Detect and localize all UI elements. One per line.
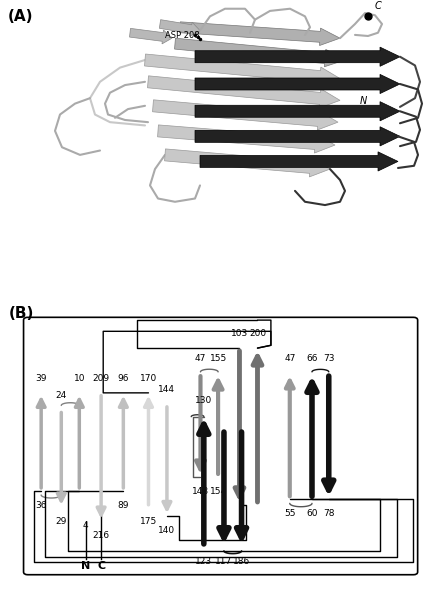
- Polygon shape: [200, 152, 397, 171]
- Polygon shape: [129, 28, 172, 44]
- Text: 123: 123: [195, 557, 212, 565]
- Polygon shape: [159, 19, 200, 36]
- Text: (A): (A): [8, 9, 33, 24]
- Text: 154: 154: [209, 487, 226, 495]
- Text: 103: 103: [230, 329, 247, 338]
- Text: N: N: [359, 95, 367, 105]
- Text: 55: 55: [283, 509, 295, 518]
- Text: 39: 39: [35, 374, 47, 383]
- Polygon shape: [174, 38, 344, 67]
- Text: 170: 170: [140, 374, 157, 383]
- Text: N: N: [81, 561, 90, 571]
- Text: 4: 4: [83, 521, 88, 530]
- Text: 175: 175: [140, 517, 157, 527]
- Polygon shape: [194, 127, 399, 146]
- Text: 36: 36: [35, 501, 47, 509]
- Text: 117: 117: [215, 557, 232, 565]
- Polygon shape: [147, 76, 339, 108]
- Text: 200: 200: [248, 329, 265, 338]
- Polygon shape: [194, 74, 399, 94]
- Text: 73: 73: [322, 355, 334, 363]
- Text: ASP 208: ASP 208: [165, 31, 199, 40]
- Polygon shape: [194, 47, 399, 67]
- Text: 130: 130: [195, 396, 212, 405]
- Text: (B): (B): [9, 306, 34, 321]
- Polygon shape: [144, 54, 339, 86]
- Text: 216: 216: [92, 531, 110, 540]
- Text: 66: 66: [306, 355, 317, 363]
- Text: C: C: [374, 1, 381, 11]
- Polygon shape: [157, 125, 334, 153]
- Text: 24: 24: [56, 391, 67, 400]
- Text: 47: 47: [194, 355, 206, 363]
- Polygon shape: [194, 102, 399, 121]
- Polygon shape: [179, 22, 339, 45]
- Text: 78: 78: [322, 509, 334, 518]
- Text: 96: 96: [117, 374, 129, 383]
- Text: 144: 144: [158, 385, 175, 394]
- Polygon shape: [164, 149, 329, 177]
- Text: 155: 155: [209, 355, 226, 363]
- Text: 29: 29: [56, 517, 67, 527]
- Text: 209: 209: [92, 374, 110, 383]
- Text: C: C: [97, 561, 105, 571]
- Polygon shape: [152, 100, 337, 130]
- Text: 140: 140: [158, 526, 175, 535]
- Text: 60: 60: [306, 509, 317, 518]
- Text: 47: 47: [283, 355, 295, 363]
- Text: 10: 10: [74, 374, 85, 383]
- Text: 148: 148: [191, 487, 208, 495]
- FancyBboxPatch shape: [24, 317, 417, 575]
- Text: 89: 89: [117, 501, 129, 509]
- Text: 186: 186: [233, 557, 250, 565]
